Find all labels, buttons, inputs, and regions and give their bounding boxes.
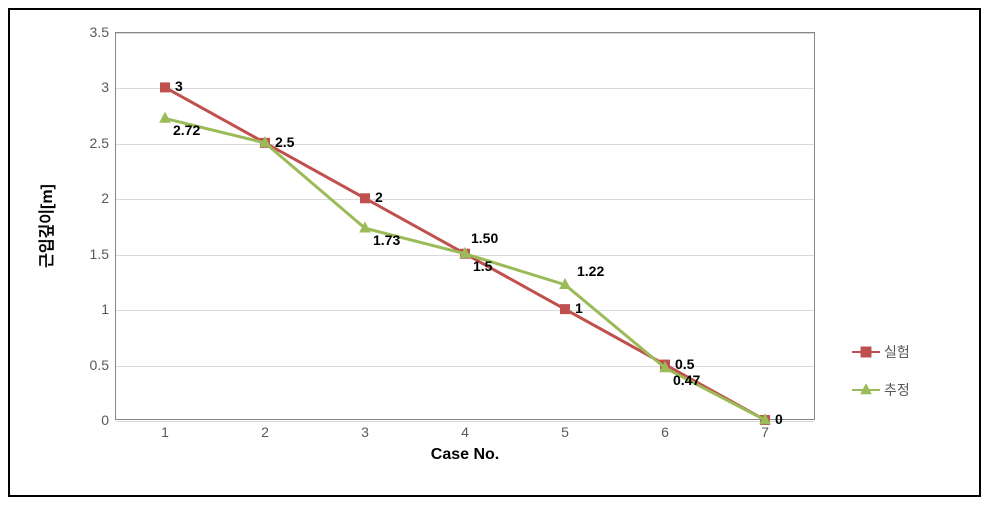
- legend-marker: [860, 384, 872, 396]
- data-label: 2.72: [173, 122, 200, 138]
- data-label: 0: [775, 411, 783, 427]
- marker: [361, 194, 370, 203]
- data-label: 1.5: [473, 258, 492, 274]
- legend-line: [852, 351, 880, 353]
- data-label: 1.73: [373, 232, 400, 248]
- legend-marker: [861, 347, 872, 358]
- legend-label: 추정: [884, 380, 910, 400]
- legend-item: 실험: [852, 342, 910, 362]
- data-label: 1.22: [577, 263, 604, 279]
- legend: 실험추정: [852, 342, 910, 418]
- marker: [561, 305, 570, 314]
- marker: [161, 83, 170, 92]
- legend-item: 추정: [852, 380, 910, 400]
- data-label: 3: [175, 78, 183, 94]
- legend-line: [852, 389, 880, 391]
- data-label: 1: [575, 300, 583, 316]
- data-label: 1.50: [471, 230, 498, 246]
- data-label: 2: [375, 189, 383, 205]
- legend-label: 실험: [884, 342, 910, 362]
- data-label: 0.47: [673, 372, 700, 388]
- chart-lines: [10, 10, 983, 499]
- chart-frame: 00.511.522.533.5 1234567 근입깊이[m] Case No…: [8, 8, 981, 497]
- marker: [160, 113, 170, 123]
- data-label: 2.5: [275, 134, 294, 150]
- data-label: 0.5: [675, 356, 694, 372]
